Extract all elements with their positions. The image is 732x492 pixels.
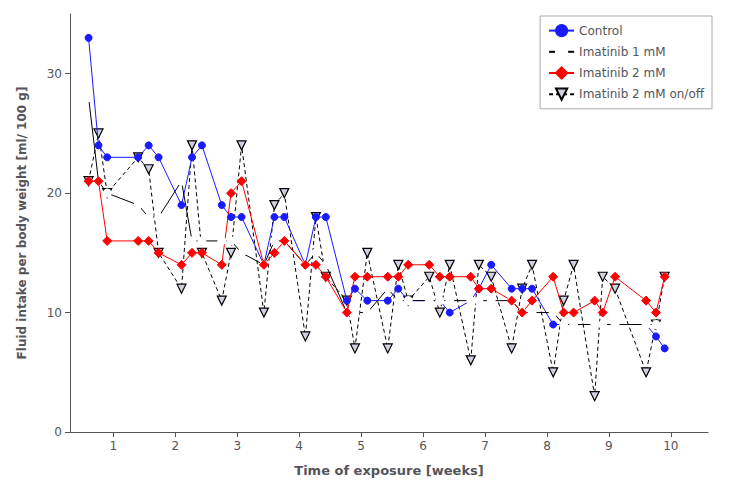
svg-text:2: 2: [171, 439, 179, 453]
svg-text:30: 30: [47, 67, 62, 81]
svg-text:6: 6: [419, 439, 427, 453]
svg-text:3: 3: [233, 439, 241, 453]
svg-text:1: 1: [110, 439, 118, 453]
svg-text:10: 10: [47, 306, 62, 320]
svg-text:Fluid intake per body weight [: Fluid intake per body weight [ml/ 100 g]: [15, 87, 29, 360]
svg-text:Imatinib 2 mM on/off: Imatinib 2 mM on/off: [579, 87, 705, 101]
svg-text:Control: Control: [579, 24, 622, 38]
svg-text:5: 5: [357, 439, 365, 453]
svg-text:4: 4: [295, 439, 303, 453]
svg-text:7: 7: [481, 439, 489, 453]
svg-text:Imatinib 1 mM: Imatinib 1 mM: [579, 45, 665, 59]
svg-text:Time of exposure [weeks]: Time of exposure [weeks]: [294, 463, 483, 478]
svg-text:0: 0: [54, 425, 62, 439]
svg-text:20: 20: [47, 186, 62, 200]
svg-text:9: 9: [605, 439, 613, 453]
svg-text:8: 8: [543, 439, 551, 453]
svg-text:Imatinib 2 mM: Imatinib 2 mM: [579, 66, 665, 80]
svg-text:10: 10: [663, 439, 678, 453]
